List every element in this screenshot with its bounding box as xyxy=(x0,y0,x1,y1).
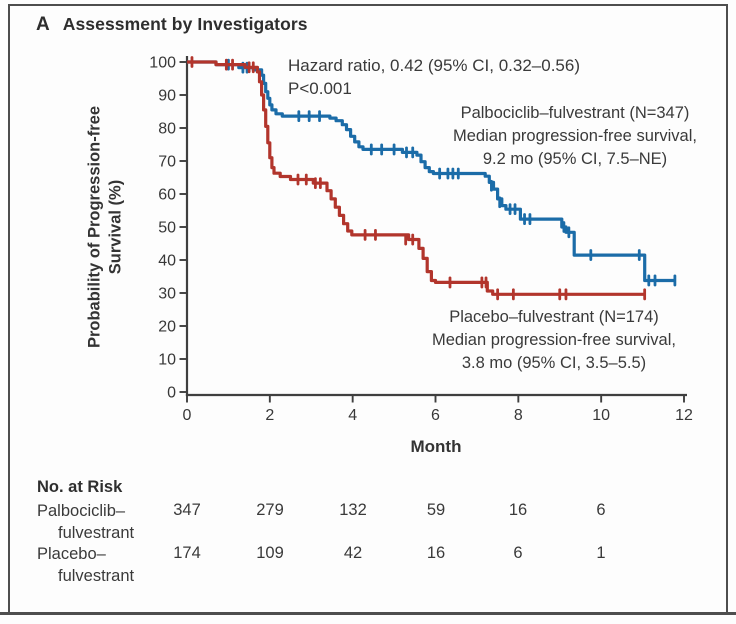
risk-count-placebo-m2: 109 xyxy=(256,544,284,562)
placebo-series-label: Placebo–fulvestrant (N=174) Median progr… xyxy=(420,306,688,374)
y-tick-label: 90 xyxy=(158,88,176,105)
risk-row2-label-line2: fulvestrant xyxy=(58,567,135,585)
risk-count-placebo-m4: 42 xyxy=(343,544,363,562)
x-tick-label: 2 xyxy=(265,407,274,424)
risk-count-palbociclib-m0: 347 xyxy=(173,501,201,519)
risk-row2-label-line1: Placebo– xyxy=(37,545,106,563)
risk-count-palbociclib-m4: 132 xyxy=(339,501,367,519)
x-tick-label: 0 xyxy=(183,407,192,424)
km-curve-palbociclib xyxy=(187,60,675,283)
placebo-label-line2: Median progression-free survival, xyxy=(432,330,676,349)
y-tick-label: 10 xyxy=(158,352,176,369)
x-axis-title: Month xyxy=(410,437,462,456)
risk-count-palbociclib-m10: 6 xyxy=(596,501,606,519)
x-tick-label: 10 xyxy=(592,407,610,424)
palbociclib-series-label: Palbociclib–fulvestrant (N=347) Median p… xyxy=(437,102,713,170)
y-tick-label: 100 xyxy=(149,55,176,72)
p-value-text: P<0.001 xyxy=(288,78,352,98)
y-tick-label: 70 xyxy=(158,154,176,171)
panel-letter: A xyxy=(36,14,50,35)
risk-count-palbociclib-m8: 16 xyxy=(508,501,528,519)
placebo-label-line3: 3.8 mo (95% CI, 3.5–5.5) xyxy=(461,353,647,372)
x-tick-label: 6 xyxy=(431,407,440,424)
palbociclib-label-line2: Median progression-free survival, xyxy=(453,126,697,145)
risk-row-label-placebo: Placebo– fulvestrant xyxy=(37,543,134,587)
risk-count-placebo-m10: 1 xyxy=(596,544,606,562)
risk-count-palbociclib-m6: 59 xyxy=(426,501,446,519)
palbociclib-label-line1: Palbociclib–fulvestrant (N=347) xyxy=(460,104,690,122)
y-tick-label: 30 xyxy=(158,286,176,303)
y-tick-label: 20 xyxy=(158,319,176,336)
y-tick-label: 0 xyxy=(167,385,176,402)
risk-count-placebo-m8: 6 xyxy=(513,544,523,562)
panel-divider-rule xyxy=(0,612,736,615)
y-tick-label: 40 xyxy=(158,253,176,270)
hazard-ratio-text: Hazard ratio, 0.42 (95% CI, 0.32–0.56) xyxy=(288,56,580,75)
panel-title: A Assessment by Investigators xyxy=(36,14,308,36)
risk-row1-label-line1: Palbociclib– xyxy=(37,502,126,520)
risk-row1-label-line2: fulvestrant xyxy=(58,524,135,542)
risk-row-label-palbociclib: Palbociclib– fulvestrant xyxy=(37,500,134,544)
placebo-label-line1: Placebo–fulvestrant (N=174) xyxy=(449,308,659,326)
x-tick-label: 12 xyxy=(675,407,693,424)
risk-count-placebo-m0: 174 xyxy=(173,544,201,562)
x-tick-label: 4 xyxy=(348,407,357,424)
y-tick-label: 60 xyxy=(158,187,176,204)
panel-title-text: Assessment by Investigators xyxy=(62,14,308,34)
risk-count-placebo-m6: 16 xyxy=(426,544,446,562)
risk-count-palbociclib-m2: 279 xyxy=(256,501,284,519)
risk-table-title: No. at Risk xyxy=(37,478,123,496)
y-tick-label: 80 xyxy=(158,121,176,138)
stats-annotation: Hazard ratio, 0.42 (95% CI, 0.32–0.56) P… xyxy=(288,55,580,101)
x-tick-label: 8 xyxy=(514,407,523,424)
km-curve-placebo xyxy=(187,60,645,296)
y-tick-label: 50 xyxy=(158,220,176,237)
palbociclib-label-line3: 9.2 mo (95% CI, 7.5–NE) xyxy=(482,149,668,168)
